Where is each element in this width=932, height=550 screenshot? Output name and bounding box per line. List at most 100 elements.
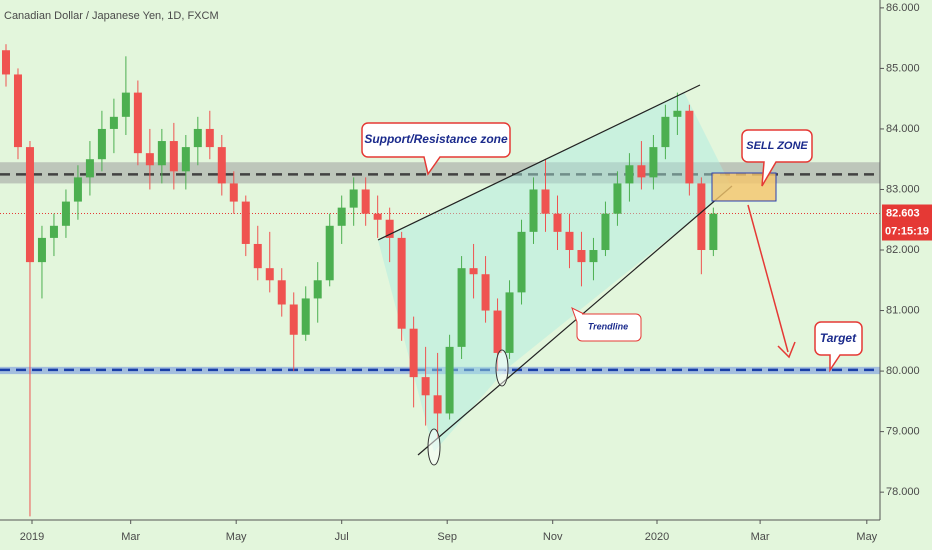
y-tick-label: 83.000 (886, 183, 920, 195)
candle-body (1, 50, 10, 75)
candle-body (289, 304, 298, 335)
candle-body (241, 201, 250, 244)
callout: Target (814, 321, 863, 373)
candle-body (73, 177, 82, 202)
y-tick-label: 78.000 (886, 486, 920, 498)
candle-body (145, 153, 154, 166)
candle-body (169, 141, 178, 172)
candle-body (493, 310, 502, 353)
candle-body (97, 128, 106, 160)
candle-body (25, 147, 34, 263)
candle-body (709, 213, 718, 251)
candle-body (265, 268, 274, 281)
callout-box (814, 321, 863, 373)
candle-body (613, 183, 622, 214)
candle-body (229, 183, 238, 202)
touch-marker (495, 349, 509, 387)
candle-body (385, 219, 394, 238)
countdown-label: 07:15:19 (885, 225, 929, 237)
callout-text: Trendline (588, 321, 628, 331)
candle-body (541, 189, 550, 214)
callout: SELL ZONE (741, 129, 813, 187)
candle-body (109, 116, 118, 129)
touch-marker (427, 428, 441, 466)
y-tick-label: 79.000 (886, 426, 920, 438)
candle-body (553, 213, 562, 232)
x-tick-label: Mar (751, 531, 770, 543)
candle-body (457, 268, 466, 347)
y-tick-label: 81.000 (886, 304, 920, 316)
candle-body (505, 292, 514, 353)
x-tick-label: May (226, 531, 247, 543)
candle-body (445, 346, 454, 414)
x-tick-label: Jul (335, 531, 349, 543)
y-tick-label: 82.000 (886, 244, 920, 256)
candle-body (673, 110, 682, 117)
candle-body (373, 213, 382, 220)
lower-trendline (417, 185, 733, 456)
candle-body (277, 280, 286, 305)
candle-body (397, 237, 406, 329)
candle-body (565, 231, 574, 251)
candle-body (325, 225, 334, 281)
candle-body (193, 128, 202, 148)
candle-body (205, 128, 214, 148)
candle-body (313, 280, 322, 299)
candle-body (13, 74, 22, 148)
candle-body (625, 165, 634, 184)
candle-body (337, 207, 346, 226)
upper-trendline (377, 84, 701, 241)
candle-body (49, 225, 58, 238)
last-price-tag (882, 204, 932, 223)
candle-body (409, 328, 418, 378)
y-tick-label: 86.000 (886, 2, 920, 14)
callout: Support/Resistance zone (361, 122, 511, 176)
candle-body (421, 377, 430, 396)
x-tick-label: Mar (121, 531, 140, 543)
candle-body (361, 189, 370, 214)
candle-body (697, 183, 706, 251)
candle-body (253, 243, 262, 269)
candle-body (85, 159, 94, 178)
candle-body (217, 147, 226, 184)
candles (1, 44, 718, 517)
candle-body (685, 110, 694, 184)
callout-box (741, 129, 813, 187)
candle-body (133, 92, 142, 154)
candle-body (601, 213, 610, 251)
last-price-label: 82.603 (886, 207, 920, 219)
y-tick-label: 85.000 (886, 62, 920, 74)
candle-body (637, 165, 646, 178)
x-tick-label: 2020 (645, 531, 669, 543)
x-tick-label: 2019 (20, 531, 44, 543)
price-axis (880, 0, 932, 550)
y-tick-label: 84.000 (886, 123, 920, 135)
candle-body (121, 92, 130, 117)
candle-body (589, 250, 598, 263)
candle-body (577, 250, 586, 263)
candle-body (181, 147, 190, 172)
callout-box (361, 122, 511, 176)
countdown-tag (882, 222, 932, 241)
candle-body (37, 237, 46, 263)
callout-box (571, 306, 642, 342)
target-arrow (747, 204, 789, 353)
candle-body (349, 189, 358, 208)
candle-body (61, 201, 70, 226)
callout-text: Support/Resistance zone (364, 132, 508, 146)
wedge-fill (378, 92, 732, 452)
candle-body (157, 141, 166, 166)
candle-body (481, 274, 490, 311)
axes: 78.000 79.000 80.000 81.000 82.000 83.000 84.0… (20, 2, 932, 543)
arrow-head (777, 341, 796, 359)
candle-body (433, 395, 442, 414)
x-tick-label: Nov (543, 531, 563, 543)
candle-body (517, 231, 526, 293)
candle-body (301, 298, 310, 335)
candle-body (469, 268, 478, 275)
y-tick-label: 80.000 (886, 365, 920, 377)
candle-body (529, 189, 538, 232)
